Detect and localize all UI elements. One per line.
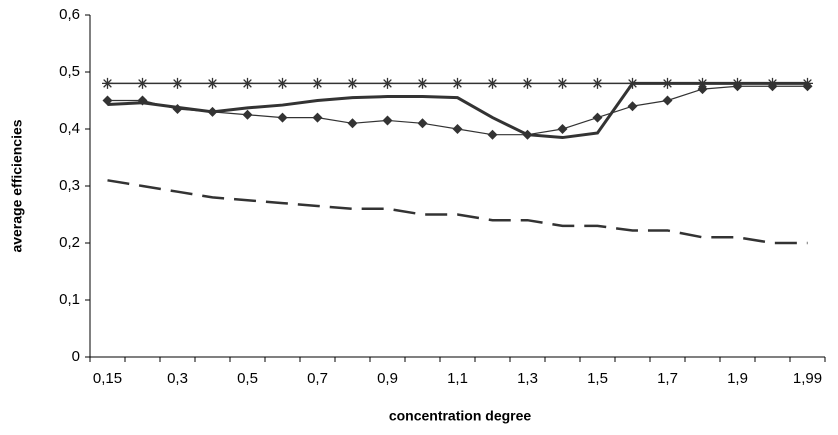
x-tick-label: 1,3	[517, 370, 538, 387]
y-tick-label: 0,1	[59, 291, 80, 308]
y-tick-label: 0,2	[59, 234, 80, 251]
diamond-marker	[347, 118, 358, 129]
x-tick-label: 0,3	[167, 370, 188, 387]
diamond-marker	[417, 118, 428, 129]
x-tick-label: 1,9	[727, 370, 748, 387]
x-tick-label: 1,7	[657, 370, 678, 387]
y-tick-label: 0,3	[59, 177, 80, 194]
star-marker	[347, 77, 358, 89]
diamond-marker	[627, 101, 638, 112]
x-axis-title: concentration degree	[389, 408, 532, 424]
star-marker	[592, 77, 603, 89]
star-marker	[522, 77, 533, 89]
x-tick-label: 0,5	[237, 370, 258, 387]
diamond-marker	[592, 112, 603, 123]
x-tick-label: 1,1	[447, 370, 468, 387]
star-marker	[557, 77, 568, 89]
diamond-marker	[487, 129, 498, 140]
diamond-marker	[312, 112, 323, 123]
diamond-marker	[557, 124, 568, 134]
y-axis-title: average efficiencies	[9, 119, 25, 252]
star-marker	[487, 77, 498, 89]
x-tick-label: 1,5	[587, 370, 608, 387]
star-marker	[242, 77, 253, 89]
star-marker	[172, 77, 183, 89]
x-tick-label: 0,9	[377, 370, 398, 387]
star-marker	[417, 77, 428, 89]
diamond-marker	[242, 109, 253, 120]
star-marker	[312, 77, 323, 89]
diamond-marker	[452, 124, 463, 134]
diamond-marker	[662, 95, 673, 106]
y-tick-label: 0,6	[59, 6, 80, 23]
diamond-marker	[697, 84, 708, 95]
series-line	[107, 179, 808, 245]
diamond-marker	[382, 115, 393, 126]
series-line	[107, 81, 808, 140]
x-tick-label: 0,15	[93, 370, 122, 387]
star-marker	[277, 77, 288, 89]
x-tick-label: 0,7	[307, 370, 328, 387]
y-tick-label: 0,5	[59, 63, 80, 80]
star-marker	[452, 77, 463, 89]
diamond-marker	[277, 112, 288, 123]
star-marker	[382, 77, 393, 89]
star-marker	[207, 77, 218, 89]
y-tick-label: 0,4	[59, 120, 80, 137]
x-tick-label: 1,99	[793, 370, 822, 387]
star-marker	[102, 77, 113, 89]
y-tick-label: 0	[72, 348, 80, 365]
star-marker	[137, 77, 148, 89]
